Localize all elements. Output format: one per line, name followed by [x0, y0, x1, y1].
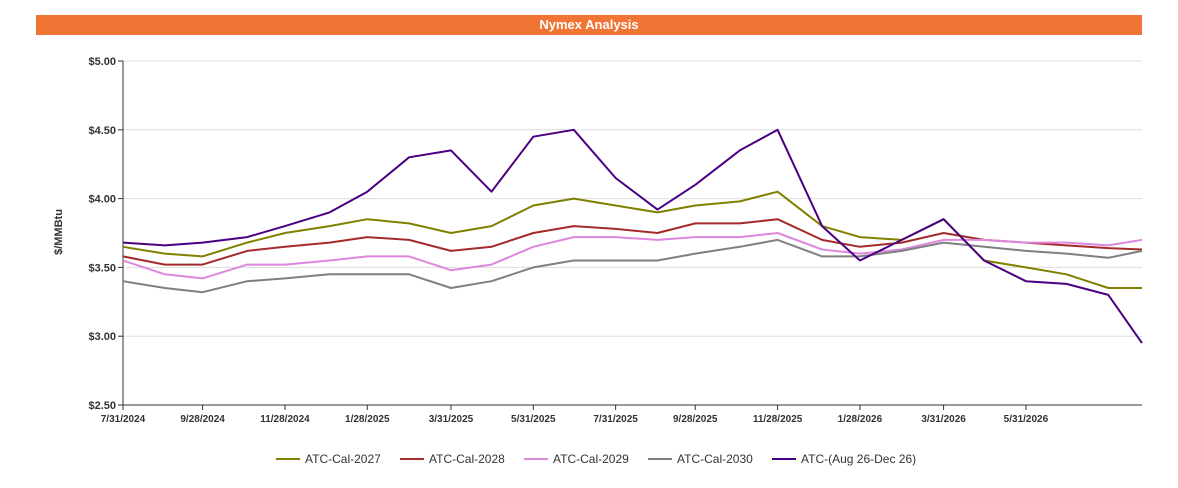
legend-item-label[interactable]: ATC-Cal-2028	[429, 452, 505, 466]
chart-title: Nymex Analysis	[36, 15, 1142, 35]
x-tick-label: 9/28/2024	[180, 414, 225, 425]
x-tick-label: 3/31/2025	[429, 414, 474, 425]
legend-item-label[interactable]: ATC-Cal-2030	[677, 452, 753, 466]
legend: ATC-Cal-2027 ATC-Cal-2028 ATC-Cal-2029 ATC-…	[276, 452, 916, 466]
series-line-1	[122, 218, 1143, 266]
y-tick-label: $4.50	[88, 125, 116, 137]
y-axis: $2.50 $3.00 $3.50 $4.00 $4.50 $5.00	[88, 56, 124, 412]
series-line-4	[122, 128, 1143, 344]
x-tick-label: 11/28/2025	[753, 414, 803, 425]
y-tick-label: $2.50	[88, 400, 116, 412]
x-tick-label: 5/31/2026	[1004, 414, 1049, 425]
gridlines	[123, 60, 1142, 406]
x-tick-label: 11/28/2024	[260, 414, 310, 425]
legend-item-label[interactable]: ATC-Cal-2027	[305, 452, 381, 466]
y-axis-label: $/MMBtu	[53, 209, 65, 255]
y-tick-label: $3.00	[88, 331, 116, 343]
series-lines	[122, 128, 1143, 344]
x-tick-label: 9/28/2025	[673, 414, 718, 425]
y-tick-label: $4.00	[88, 194, 116, 206]
x-tick-label: 1/28/2025	[345, 414, 390, 425]
x-tick-label: 7/31/2025	[593, 414, 638, 425]
y-tick-label: $5.00	[88, 56, 116, 68]
x-tick-label: 7/31/2024	[101, 414, 146, 425]
x-tick-label: 1/28/2026	[838, 414, 883, 425]
legend-item-label[interactable]: ATC-(Aug 26-Dec 26)	[801, 452, 916, 466]
x-tick-label: 3/31/2026	[921, 414, 966, 425]
x-tick-label: 5/31/2025	[511, 414, 556, 425]
x-axis: 7/31/2024 9/28/2024 11/28/2024 1/28/2025 3/3…	[101, 404, 1142, 425]
series-line-3	[122, 238, 1143, 294]
series-line-2	[122, 232, 1143, 280]
legend-item-label[interactable]: ATC-Cal-2029	[553, 452, 629, 466]
y-tick-label: $3.50	[88, 262, 116, 274]
